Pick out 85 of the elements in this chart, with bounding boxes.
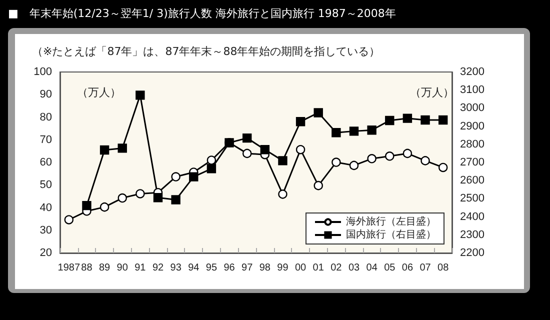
point [402,148,412,158]
point [64,215,74,224]
x-tick-label: 1987 [58,262,80,274]
point [118,193,127,203]
point [206,164,216,174]
x-tick-label: 99 [277,262,289,274]
point [367,154,376,164]
point [100,145,110,155]
point [314,108,323,118]
point [242,133,252,143]
y2-tick-label: 3100 [460,84,484,96]
legend-label: 海外旅行（左目盛） [346,216,436,228]
y2-tick-label: 3000 [460,102,484,114]
point [332,158,341,167]
y2-tick-label: 2300 [460,228,484,241]
point [242,148,252,158]
y2-tick-label: 2400 [460,210,484,223]
x-tick-label: 98 [259,262,271,274]
point [385,152,394,161]
x-tick-label: 06 [402,262,414,274]
point [171,195,180,204]
x-tick-label: 05 [384,262,396,274]
y-tick-label: 30 [40,224,52,236]
point [367,126,376,135]
point [278,156,288,166]
y-tick-label: 70 [40,134,52,146]
point [260,145,270,154]
y-tick-label: 40 [40,202,52,214]
point [278,190,288,199]
x-tick-label: 07 [420,262,432,274]
point [296,145,306,154]
x-tick-label: 03 [348,262,360,274]
point [136,90,145,100]
annotation: （万人） [410,86,454,99]
point [100,202,110,212]
x-tick-label: 94 [188,262,200,274]
x-tick-label: 95 [206,262,218,274]
point [296,116,306,126]
x-tick-label: 89 [98,262,111,274]
point [153,193,163,202]
point [402,114,412,123]
x-tick-label: 00 [294,262,307,274]
y2-tick-label: 2800 [460,138,484,150]
x-tick-label: 08 [438,262,450,274]
x-tick-label: 88 [81,262,93,274]
x-tick-label: 04 [366,262,378,274]
y2-tick-label: 2700 [460,156,484,168]
y-tick-label: 60 [40,156,52,168]
chart-subtitle: （※たとえば「87年」は、87年年末～88年年始の期間を指している） [32,44,380,59]
y-tick-label: 50 [40,179,52,192]
point [136,189,145,198]
x-tick-label: 90 [116,262,128,274]
y2-tick-label: 3200 [460,66,484,78]
point [385,116,394,126]
y2-tick-label: 2600 [460,174,484,187]
x-tick-label: 92 [152,262,164,274]
y2-tick-label: 2200 [460,247,484,259]
point [82,200,92,210]
x-tick-label: 96 [224,262,236,274]
point [206,156,216,165]
x-tick-label: 97 [242,262,254,274]
chart-title: ■ 年末年始(12/23～翌年1/ 3)旅行人数 海外旅行と国内旅行 1987～2008年 [8,6,396,21]
legend-label: 国内旅行（右目盛） [346,228,436,240]
point [332,128,341,138]
annotation: （万人） [77,86,121,99]
point [118,144,127,153]
y2-tick-label: 2900 [460,120,484,132]
y2-tick-label: 2500 [460,192,484,205]
point [349,126,359,136]
point [189,172,198,182]
y-tick-label: 90 [40,88,52,101]
point [438,162,448,172]
point [420,156,430,166]
y-tick-label: 80 [40,111,52,124]
x-tick-label: 91 [134,262,146,274]
point [349,160,359,170]
point [171,172,180,182]
x-tick-label: 01 [312,262,324,274]
y-tick-label: 100 [34,66,52,78]
point [420,115,430,125]
y-tick-label: 20 [40,247,52,259]
point [438,115,448,125]
x-tick-label: 02 [330,262,342,274]
x-tick-label: 93 [170,262,182,274]
point [314,180,323,190]
